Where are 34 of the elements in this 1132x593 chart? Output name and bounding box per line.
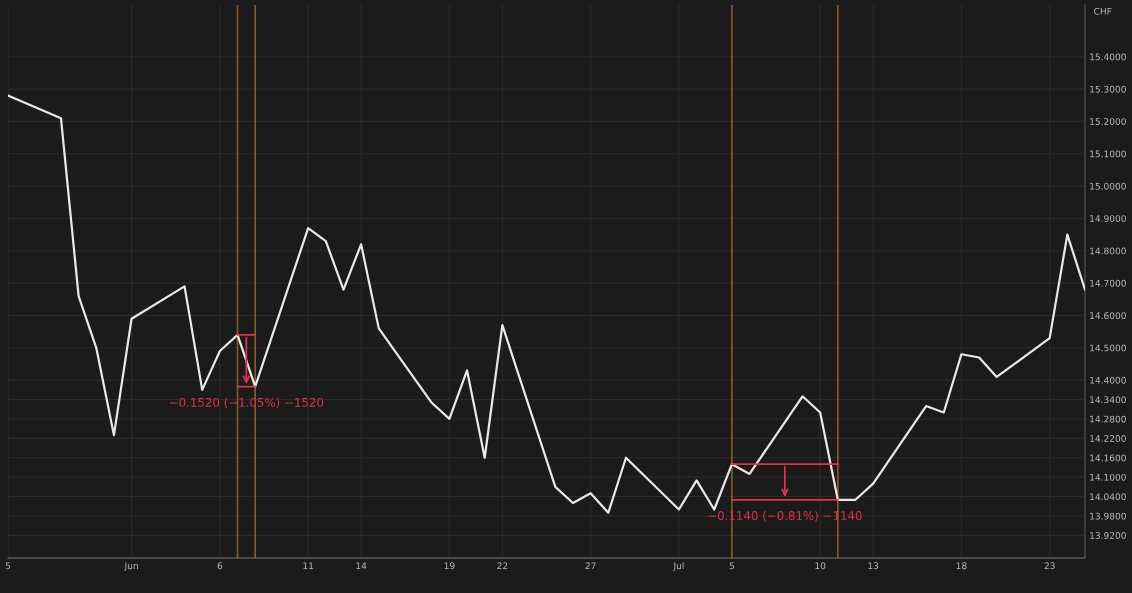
x-tick-label: 5 [729,562,734,570]
y-tick-label: 14.5000 [1090,344,1126,352]
y-tick-label: 15.2000 [1090,118,1126,125]
x-tick-label: 19 [444,562,455,570]
y-tick-label: 14.3400 [1090,396,1126,404]
y-tick-label: 14.1600 [1090,454,1126,462]
x-tick-label: 23 [1044,562,1055,570]
x-tick-label: 22 [497,562,508,570]
y-tick-label: 14.0400 [1090,493,1126,501]
y-tick-label: 14.7000 [1090,279,1126,287]
x-tick-label: Jun [124,562,138,571]
y-tick-label: 14.4000 [1090,376,1126,384]
y-tick-label: 14.2200 [1090,435,1126,442]
y-tick-label: 15.1000 [1090,150,1126,158]
x-tick-label: 18 [956,562,967,570]
y-tick-label: 13.9200 [1090,532,1126,539]
y-axis-title: CHF [1094,7,1112,15]
y-tick-label: 14.1000 [1090,473,1126,481]
x-tick-label: 11 [303,562,314,570]
y-tick-label: 13.9800 [1090,512,1126,520]
y-tick-label: 15.0000 [1090,182,1126,190]
y-tick-label: 15.4000 [1090,53,1126,61]
x-tick-label: 27 [585,562,596,570]
x-tick-label: 10 [815,562,826,570]
x-tick-label: 14 [356,562,367,570]
y-tick-label: 14.8000 [1090,247,1126,255]
y-tick-label: 14.6000 [1090,312,1126,320]
y-tick-label: 15.3000 [1090,85,1126,93]
x-tick-label: 13 [868,562,879,570]
x-tick-label: Jul [673,562,684,571]
x-tick-label: 5 [5,562,11,570]
y-tick-label: 14.2800 [1090,415,1126,423]
y-tick-label: 14.9000 [1090,215,1126,222]
x-tick-label: 6 [217,562,223,570]
